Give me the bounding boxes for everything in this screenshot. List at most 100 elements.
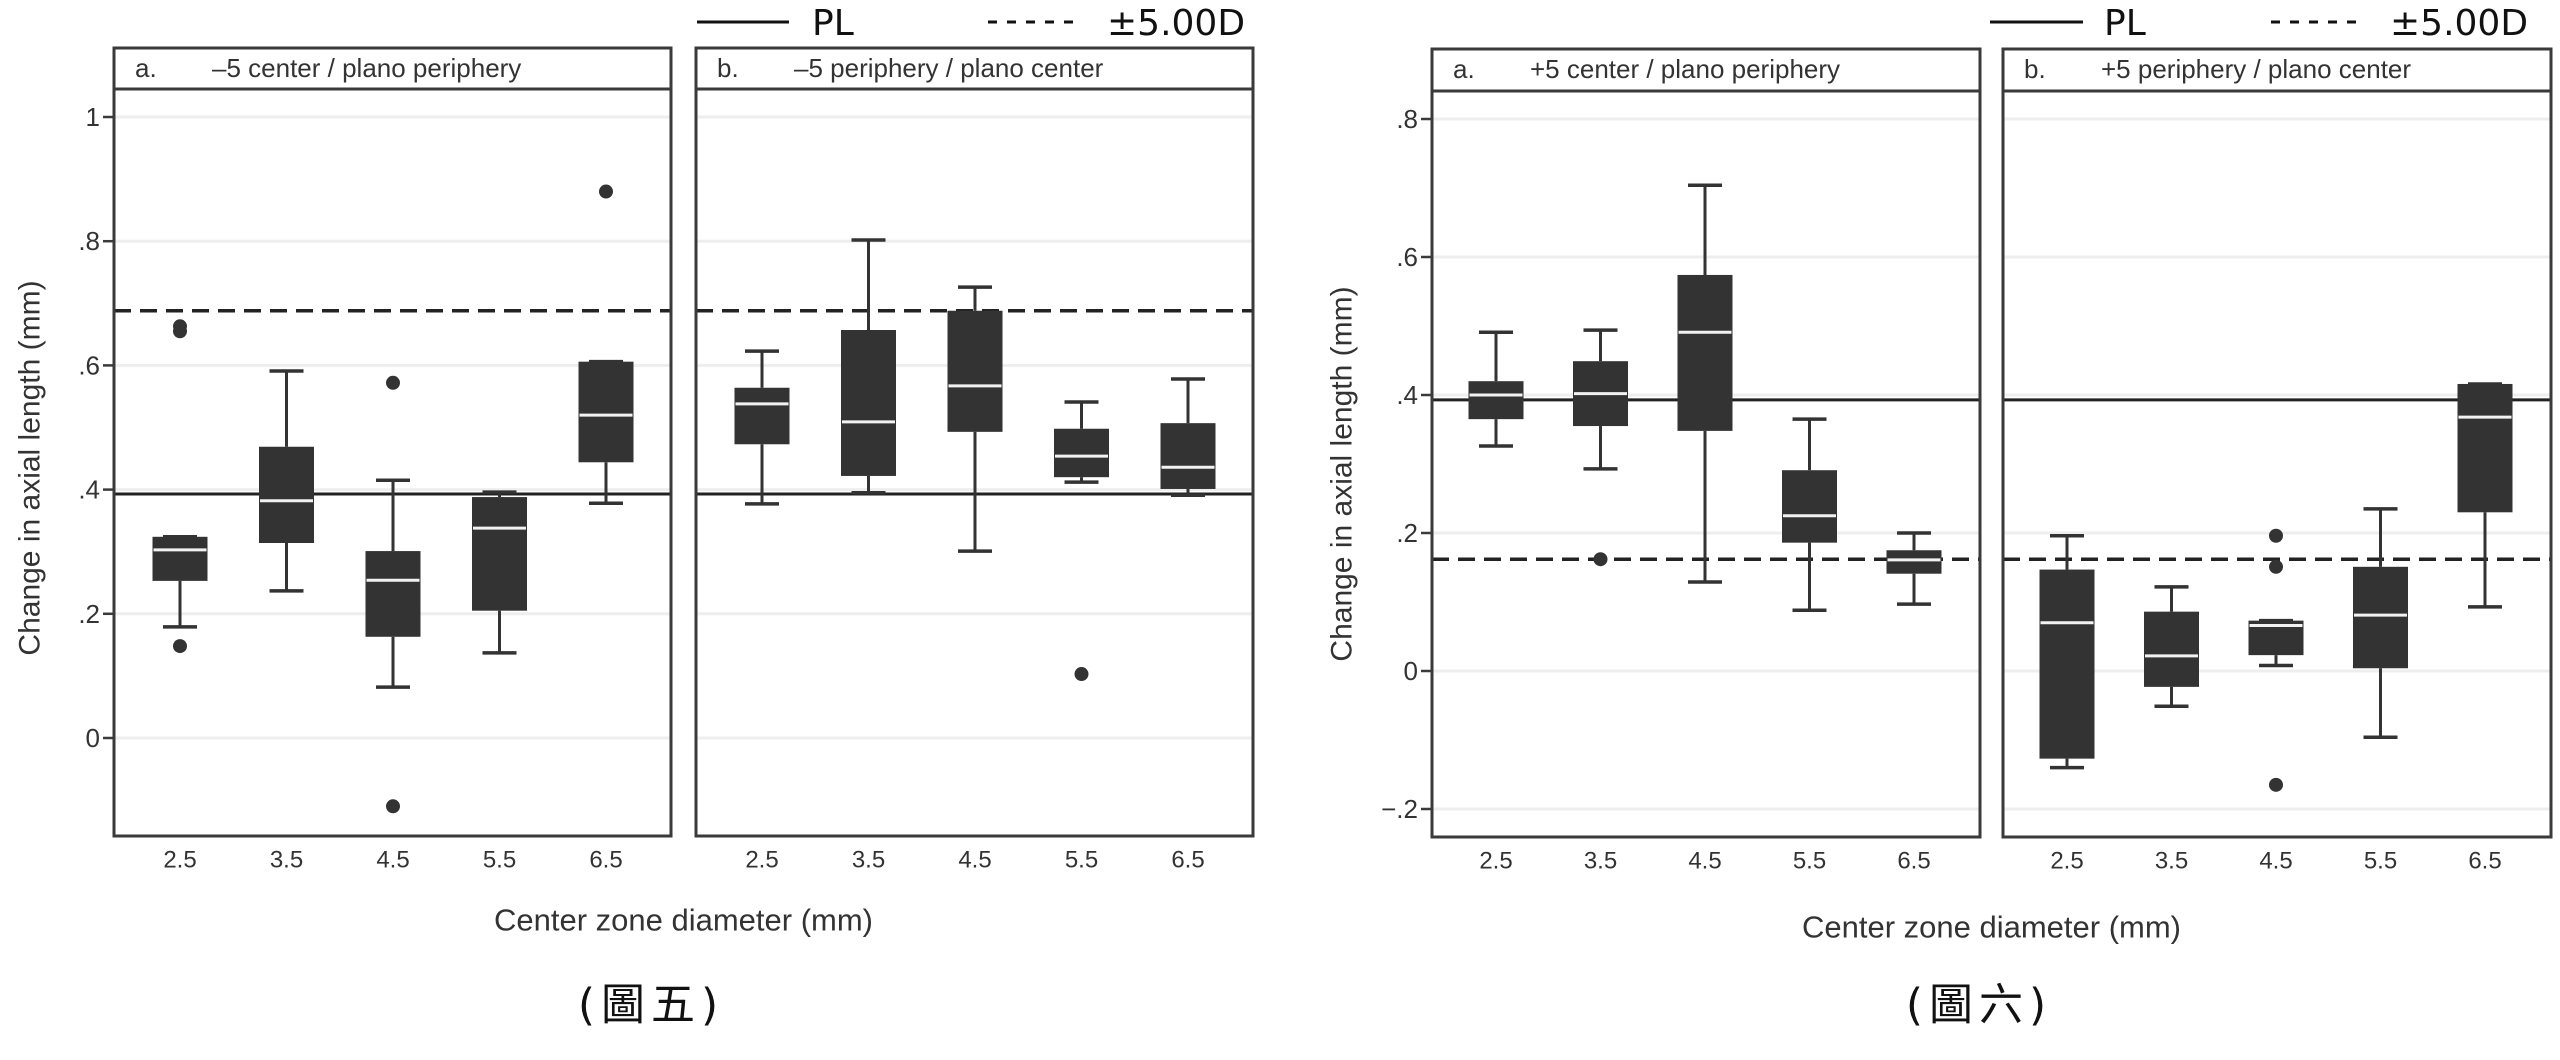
outlier-point [599,184,613,199]
box-4.5 [1677,183,1733,584]
panel-frame [112,87,673,838]
panel-letter: b. [2024,54,2046,84]
panel-b: b. –5 periphery / plano center 2.5 3.5 4.5 5.… [694,46,1255,874]
x-tick-label: 4.5 [958,847,991,874]
y-tick-label: .2 [1396,518,1418,548]
box-iqr [578,361,634,463]
box-2.5 [2039,534,2095,770]
x-tick-label: 5.5 [1793,848,1826,875]
box-iqr [1886,550,1942,574]
x-tick-label: 3.5 [2155,848,2188,875]
panel-frame [1430,89,1982,839]
box-iqr [2144,611,2199,687]
figure-1: PL ±5.00D Change in axial length (mm) 0 .2 .4… [14,3,1255,1031]
box-iqr [259,446,314,544]
x-tick-label: 3.5 [270,847,303,874]
box-iqr [152,536,208,581]
panel-header [1430,47,1982,93]
panel-title: –5 center / plano periphery [212,53,521,83]
x-tick-label: 3.5 [852,847,885,874]
box-4.5 [365,375,421,814]
figure-caption: (圖六) [1906,980,2052,1031]
box-6.5 [1160,377,1216,497]
panel-letter: b. [717,53,739,83]
box-2.5 [1468,330,1524,448]
legend-label-pl: PL [2104,3,2146,44]
box-4.5 [947,285,1003,553]
box-iqr [1468,381,1524,420]
legend-label-5d: ±5.00D [2390,3,2528,44]
box-iqr [947,310,1003,432]
x-tick-label: 4.5 [376,847,409,874]
box-iqr [1677,274,1733,431]
outlier-point [2269,777,2283,792]
figure-2: PL ±5.00D Change in axial length (mm) −.2 0.… [1326,3,2553,1031]
box-5.5 [2353,507,2408,739]
panel-b: b. +5 periphery / plano center 2.5 3.5 4.5 5.… [2001,47,2553,875]
y-tick-label: 0 [1404,656,1418,686]
box-iqr [1160,423,1216,489]
y-tick-label: −.2 [1381,794,1418,824]
panel-header [2001,47,2553,93]
panel-frame [694,87,1255,838]
y-tick-label: .8 [78,226,100,256]
box-3.5 [1573,328,1628,567]
x-tick-label: 6.5 [1171,847,1204,874]
outlier-point [1074,667,1089,682]
outlier-point [386,375,400,390]
y-tick-label: .4 [78,475,100,505]
x-tick-label: 4.5 [1688,848,1721,875]
x-tick-label: 2.5 [1479,848,1512,875]
box-iqr [2457,383,2513,513]
y-tick-label: .8 [1396,104,1418,134]
x-tick-label: 5.5 [483,847,516,874]
box-5.5 [1054,400,1109,682]
y-tick-label: 1 [86,102,100,132]
x-tick-label: 3.5 [1584,848,1617,875]
panel-header [112,46,673,91]
y-tick-label: .4 [1396,380,1418,410]
box-iqr [2039,569,2095,759]
panel-a: a. –5 center / plano periphery 2.5 3.5 4.5 5.… [112,46,673,874]
panel-header [694,46,1255,91]
figure-caption: (圖五) [578,980,724,1031]
x-tick-label: 6.5 [1897,848,1930,875]
box-iqr [2353,566,2408,669]
box-5.5 [472,490,527,655]
x-tick-label: 5.5 [2364,848,2397,875]
y-tick-label: .2 [78,599,100,629]
x-tick-label: 6.5 [2468,848,2501,875]
outlier-point [173,639,187,654]
legend: PL ±5.00D [697,3,1245,44]
box-iqr [734,387,790,445]
box-3.5 [841,238,896,495]
y-axis-title: Change in axial length (mm) [1326,286,1359,661]
box-2.5 [734,349,790,506]
outlier-point [1593,552,1608,567]
box-6.5 [2457,382,2513,609]
box-iqr [472,497,527,611]
box-5.5 [1782,417,1837,613]
box-6.5 [1886,531,1942,606]
box-3.5 [2144,585,2199,708]
box-iqr [841,330,896,476]
x-axis-title: Center zone diameter (mm) [494,903,873,938]
x-tick-label: 2.5 [745,847,778,874]
x-tick-label: 2.5 [2050,848,2083,875]
panel-title: –5 periphery / plano center [794,53,1104,83]
box-4.5 [2248,528,2304,792]
legend-label-pl: PL [812,3,854,44]
outlier-point [2269,528,2283,543]
x-tick-label: 4.5 [2259,848,2292,875]
panel-frame [2001,89,2553,839]
panel-title: +5 periphery / plano center [2101,54,2411,84]
x-axis-title: Center zone diameter (mm) [1802,910,2181,945]
x-tick-label: 5.5 [1065,847,1098,874]
legend-label-5d: ±5.00D [1107,3,1245,44]
box-3.5 [259,369,314,593]
y-tick-label: .6 [78,350,100,380]
y-axis-title: Change in axial length (mm) [14,280,47,655]
panel-a: a. +5 center / plano periphery 2.5 3.5 4.5 5.… [1430,47,1982,875]
box-2.5 [152,319,208,654]
